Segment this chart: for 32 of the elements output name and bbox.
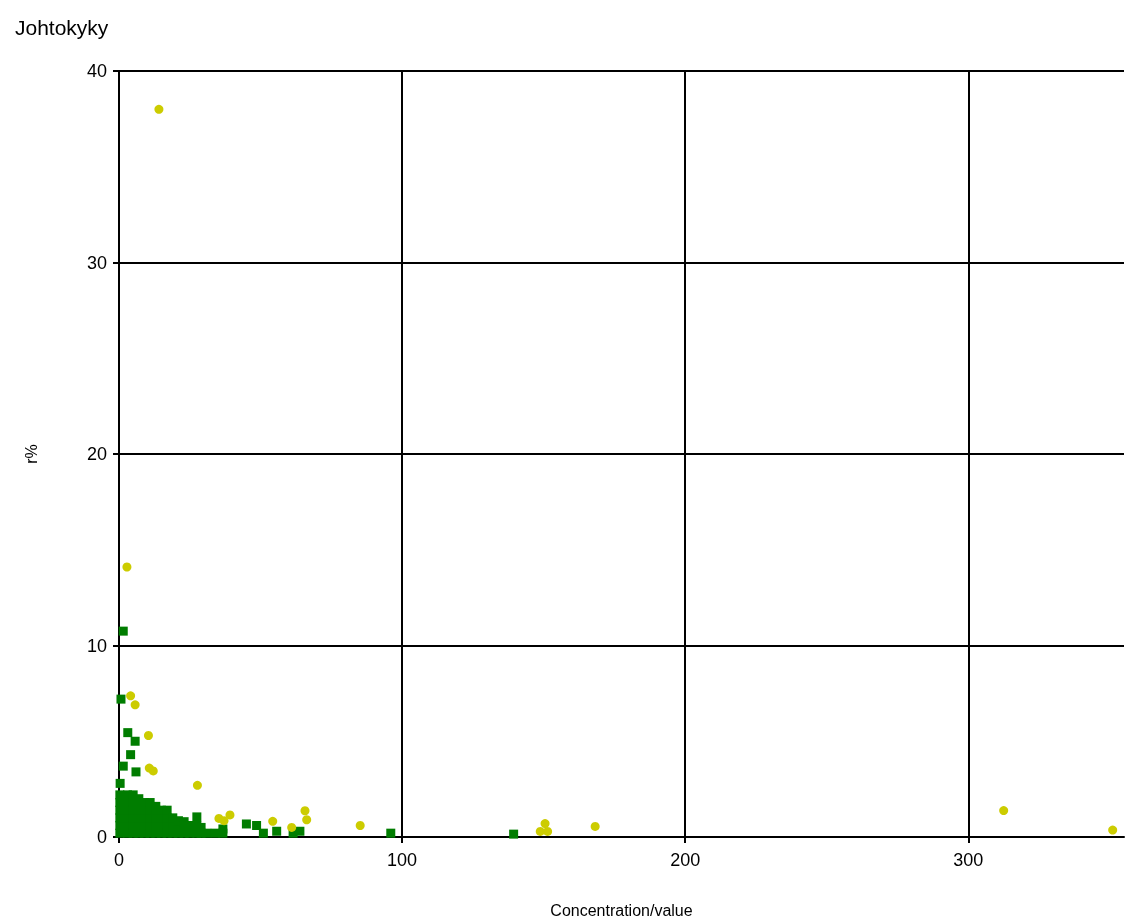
y-tick-label: 0 bbox=[96, 827, 107, 847]
point bbox=[999, 806, 1009, 816]
point bbox=[300, 806, 310, 816]
x-tick-label: 200 bbox=[670, 850, 701, 870]
point bbox=[302, 815, 312, 825]
y-tick-label: 20 bbox=[86, 444, 107, 464]
y-tick-label: 10 bbox=[86, 635, 107, 656]
point bbox=[535, 826, 545, 836]
y-tick-label: 40 bbox=[86, 61, 107, 81]
point bbox=[287, 822, 297, 832]
point bbox=[122, 562, 132, 572]
x-tick-label: 300 bbox=[953, 850, 984, 870]
x-axis-title: Concentration/value bbox=[550, 901, 693, 919]
point bbox=[225, 810, 235, 820]
point bbox=[148, 766, 158, 776]
point bbox=[543, 826, 553, 836]
x-tick-label: 0 bbox=[113, 850, 125, 870]
point bbox=[219, 816, 229, 826]
point bbox=[192, 780, 202, 790]
point bbox=[268, 816, 278, 826]
y-axis-title: r% bbox=[22, 444, 40, 464]
point bbox=[590, 821, 600, 831]
point bbox=[143, 731, 153, 740]
point bbox=[126, 691, 136, 701]
point bbox=[355, 821, 365, 831]
point bbox=[1108, 825, 1118, 835]
point bbox=[130, 700, 140, 710]
point bbox=[154, 104, 164, 114]
y-tick-label: 30 bbox=[86, 252, 107, 273]
point bbox=[540, 819, 550, 829]
chart-title: Johtokyky bbox=[15, 16, 109, 39]
x-tick-label: 100 bbox=[387, 850, 418, 870]
